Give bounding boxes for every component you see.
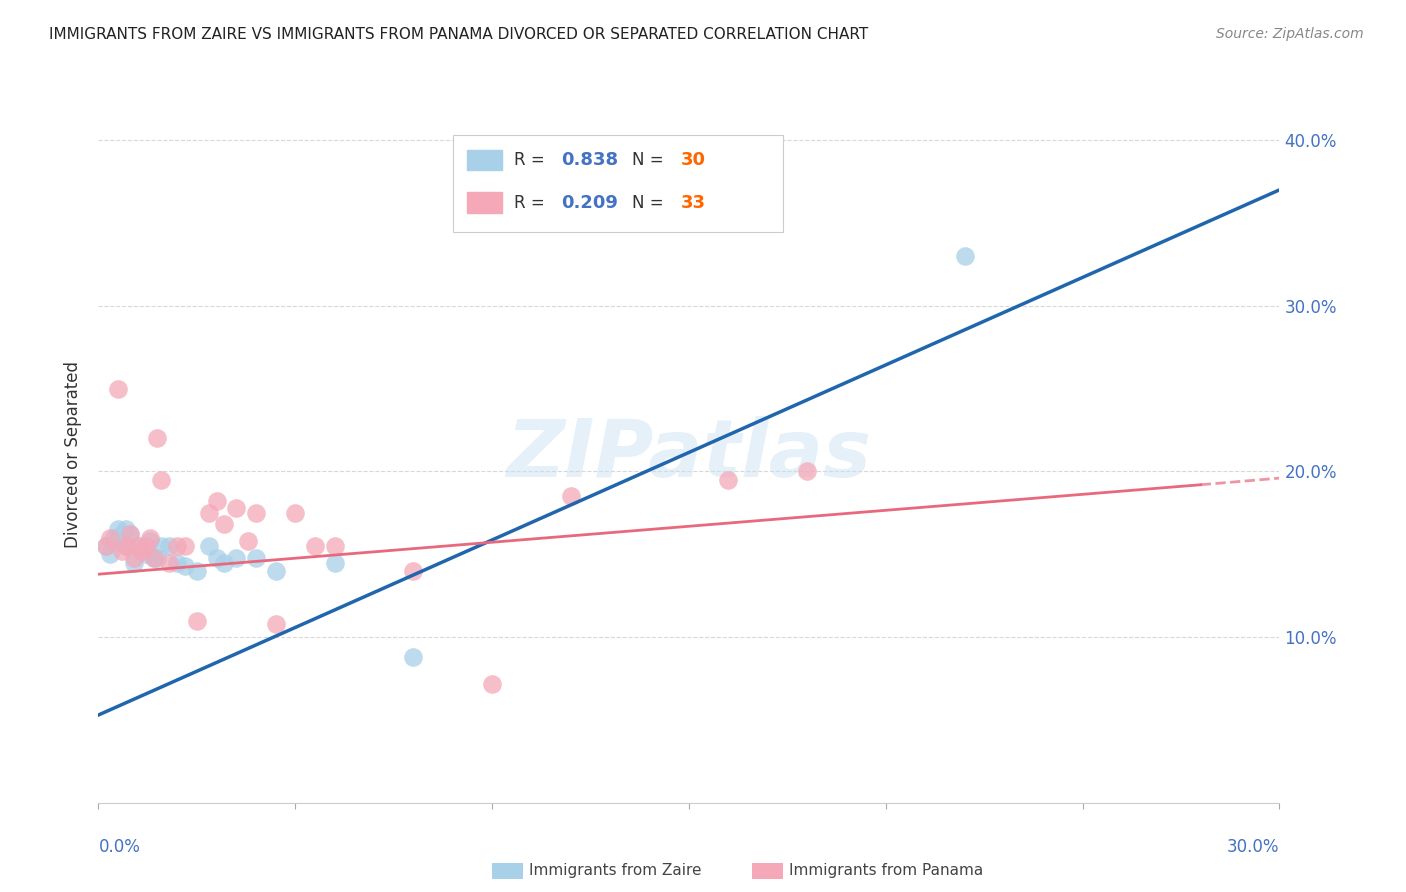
Point: [225, 550, 247, 565]
Y-axis label: Divorced or Separated: Divorced or Separated: [65, 361, 83, 549]
FancyBboxPatch shape: [453, 135, 783, 232]
Point: [96, 539, 118, 553]
Point: [142, 550, 165, 565]
Point: [103, 531, 125, 545]
Point: [225, 500, 247, 515]
Text: ZIPatlas: ZIPatlas: [506, 416, 872, 494]
Point: [98, 547, 121, 561]
Point: [214, 556, 236, 570]
Point: [245, 550, 267, 565]
Point: [214, 517, 236, 532]
Point: [96, 539, 118, 553]
Text: 30: 30: [681, 151, 706, 169]
Point: [127, 539, 149, 553]
Point: [115, 539, 138, 553]
Text: 0.838: 0.838: [561, 151, 619, 169]
Point: [135, 547, 157, 561]
Text: Immigrants from Panama: Immigrants from Panama: [789, 863, 983, 878]
Point: [111, 527, 134, 541]
Point: [131, 544, 153, 558]
Point: [205, 550, 228, 565]
Point: [118, 527, 141, 541]
Point: [264, 616, 287, 631]
Point: [245, 506, 267, 520]
Point: [953, 249, 976, 263]
Point: [115, 539, 138, 553]
Text: N =: N =: [633, 151, 669, 169]
Point: [166, 539, 188, 553]
Point: [717, 473, 740, 487]
Point: [146, 550, 169, 565]
Point: [174, 539, 197, 553]
Point: [107, 534, 129, 549]
Point: [157, 539, 180, 553]
Text: 0.0%: 0.0%: [98, 838, 141, 855]
Bar: [467, 150, 502, 170]
Point: [166, 556, 188, 570]
Text: R =: R =: [515, 151, 550, 169]
Text: 30.0%: 30.0%: [1227, 838, 1279, 855]
Point: [107, 382, 129, 396]
Point: [146, 431, 169, 445]
Point: [186, 614, 208, 628]
Text: R =: R =: [515, 194, 550, 212]
Point: [138, 534, 160, 549]
Text: 0.209: 0.209: [561, 194, 619, 212]
Point: [111, 544, 134, 558]
Point: [560, 489, 582, 503]
Point: [157, 556, 180, 570]
Point: [107, 523, 129, 537]
Point: [284, 506, 307, 520]
Point: [122, 556, 145, 570]
Text: 33: 33: [681, 194, 706, 212]
Point: [150, 539, 173, 553]
Point: [197, 506, 219, 520]
Text: N =: N =: [633, 194, 669, 212]
Point: [122, 550, 145, 565]
Point: [142, 550, 165, 565]
Point: [402, 564, 425, 578]
Point: [402, 650, 425, 665]
Point: [481, 676, 503, 690]
Point: [205, 494, 228, 508]
Point: [174, 558, 197, 573]
Bar: [467, 193, 502, 213]
Point: [264, 564, 287, 578]
Text: Source: ZipAtlas.com: Source: ZipAtlas.com: [1216, 27, 1364, 41]
Point: [131, 544, 153, 558]
Point: [150, 473, 173, 487]
Point: [118, 527, 141, 541]
Point: [796, 465, 818, 479]
Point: [323, 556, 346, 570]
Point: [323, 539, 346, 553]
Text: Immigrants from Zaire: Immigrants from Zaire: [529, 863, 702, 878]
Point: [127, 539, 149, 553]
Point: [138, 531, 160, 545]
Point: [304, 539, 326, 553]
Point: [236, 534, 259, 549]
Point: [98, 531, 121, 545]
Point: [115, 523, 138, 537]
Text: IMMIGRANTS FROM ZAIRE VS IMMIGRANTS FROM PANAMA DIVORCED OR SEPARATED CORRELATIO: IMMIGRANTS FROM ZAIRE VS IMMIGRANTS FROM…: [49, 27, 869, 42]
Point: [197, 539, 219, 553]
Point: [135, 539, 157, 553]
Point: [186, 564, 208, 578]
